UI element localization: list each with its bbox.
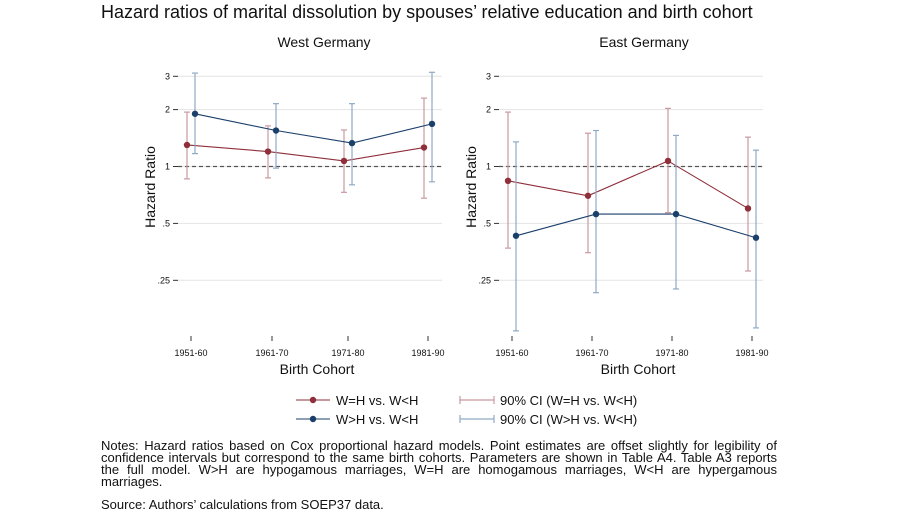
y-axis-label: Hazard Ratio xyxy=(142,146,158,228)
y-tick-label: 2 xyxy=(486,105,491,115)
figure-source: Source: Authors’ calculations from SOEP3… xyxy=(101,497,384,512)
y-tick-label: 1 xyxy=(486,161,491,171)
figure-title: Hazard ratios of marital dissolution by … xyxy=(101,2,753,22)
panel-east-germany: East Germany Birth Cohort Hazard Ratio .… xyxy=(463,34,769,377)
x-tick-label: 1981-90 xyxy=(411,348,444,358)
point-wgt xyxy=(272,127,280,134)
point-wgt xyxy=(191,110,199,117)
chart-area: West Germany Birth Cohort Hazard Ratio .… xyxy=(142,34,769,427)
point-wgt xyxy=(428,120,436,128)
point-weq xyxy=(584,192,592,199)
y-tick-label: .5 xyxy=(483,218,491,228)
legend-marker-weq xyxy=(309,396,317,404)
point-weq xyxy=(664,157,672,165)
series-line-wgt xyxy=(194,113,433,144)
legend-label-weq-ci: 90% CI (W=H vs. W<H) xyxy=(500,393,637,408)
y-tick-label: .25 xyxy=(157,275,170,285)
x-tick-label: 1971-80 xyxy=(331,348,364,358)
legend-label-wgt-ci: 90% CI (W>H vs. W<H) xyxy=(500,412,637,427)
legend-marker-wgt xyxy=(309,415,317,423)
panel-title: West Germany xyxy=(277,34,370,50)
y-tick-label: 3 xyxy=(486,71,491,81)
x-tick-label: 1961-70 xyxy=(575,348,608,358)
y-tick-label: .5 xyxy=(162,218,170,228)
figure-notes: Notes: Hazard ratios based on Cox propor… xyxy=(101,438,777,489)
y-tick-label: 1 xyxy=(165,161,170,171)
x-tick-label: 1971-80 xyxy=(655,348,688,358)
point-weq xyxy=(420,144,428,151)
panel-title: East Germany xyxy=(599,34,688,50)
panel-west-germany: West Germany Birth Cohort Hazard Ratio .… xyxy=(142,34,445,377)
y-axis-label: Hazard Ratio xyxy=(463,146,479,228)
point-wgt xyxy=(672,210,680,218)
x-axis-label: Birth Cohort xyxy=(280,361,355,377)
series-line-wgt xyxy=(515,213,757,239)
y-tick-label: 2 xyxy=(165,105,170,115)
x-tick-label: 1951-60 xyxy=(495,348,528,358)
series-line-weq xyxy=(186,144,425,162)
point-weq xyxy=(264,148,272,155)
point-weq xyxy=(340,157,348,165)
x-axis-label: Birth Cohort xyxy=(601,361,676,377)
point-weq xyxy=(504,177,512,185)
x-tick-label: 1981-90 xyxy=(735,348,768,358)
point-weq xyxy=(183,141,191,149)
y-tick-label: .25 xyxy=(478,275,491,285)
legend-label-wgt: W>H vs. W<H xyxy=(336,412,418,427)
x-tick-label: 1961-70 xyxy=(255,348,288,358)
point-weq xyxy=(744,205,752,212)
point-wgt xyxy=(592,210,600,218)
x-tick-label: 1951-60 xyxy=(174,348,207,358)
legend-label-weq: W=H vs. W<H xyxy=(336,393,418,408)
point-wgt xyxy=(752,234,760,241)
series-line-weq xyxy=(507,160,749,209)
y-tick-label: 3 xyxy=(165,71,170,81)
point-wgt xyxy=(512,232,520,239)
legend: W=H vs. W<H 90% CI (W=H vs. W<H) W>H vs.… xyxy=(296,393,637,427)
point-wgt xyxy=(348,139,356,147)
